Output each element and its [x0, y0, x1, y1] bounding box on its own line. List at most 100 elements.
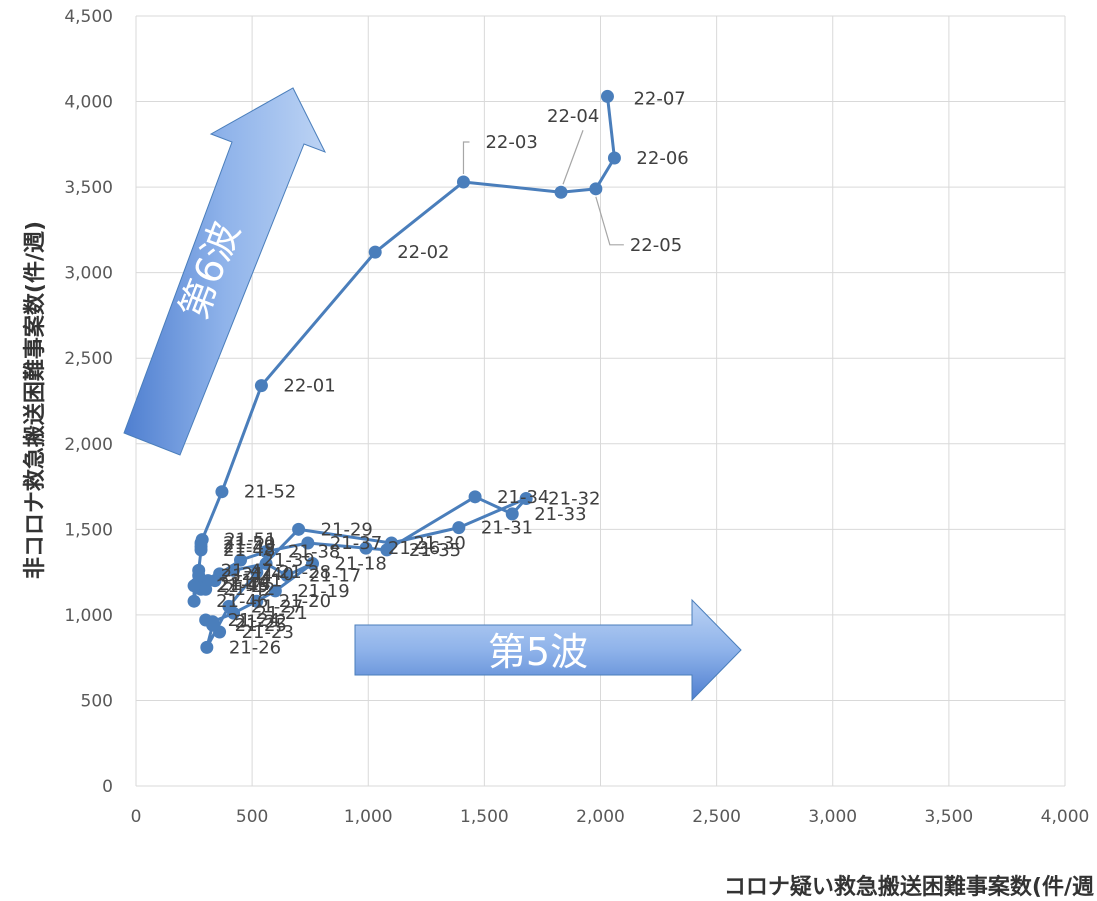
point-label: 21-29 — [321, 519, 373, 540]
wave5-arrow: 第5波 — [354, 598, 742, 702]
x-tick-label: 3,000 — [808, 807, 857, 827]
point-label: 21-37 — [330, 533, 382, 554]
data-point — [301, 536, 315, 550]
point-label: 21-17 — [309, 566, 361, 587]
data-point — [468, 490, 482, 504]
y-tick-label: 4,500 — [64, 7, 113, 27]
data-point — [234, 553, 248, 567]
y-axis-ticks: 0 500 1,000 1,500 2,000 2,500 3,000 3,500 4,000 4… — [64, 7, 113, 797]
y-tick-label: 2,500 — [64, 349, 113, 369]
data-point — [280, 569, 294, 583]
data-point — [227, 563, 241, 577]
point-label: 21-22 — [235, 612, 287, 633]
data-point — [259, 557, 273, 571]
point-label: 22-01 — [283, 376, 335, 397]
point-label: 21-30 — [413, 533, 465, 554]
x-tick-label: 0 — [131, 807, 142, 827]
data-point — [250, 594, 264, 608]
point-label: 21-46 — [216, 591, 268, 612]
data-point — [292, 522, 306, 536]
x-tick-label: 2,000 — [576, 807, 625, 827]
data-point — [505, 507, 519, 521]
point-label: 21-34 — [497, 487, 549, 508]
y-tick-label: 2,000 — [64, 435, 113, 455]
leader-line — [562, 130, 584, 185]
data-point — [359, 541, 373, 555]
data-point — [215, 485, 229, 499]
point-label: 21-47 — [221, 560, 273, 581]
point-label: 22-03 — [485, 132, 537, 153]
point-label: 21-32 — [548, 489, 600, 510]
point-label: 21-31 — [481, 518, 533, 539]
point-label: 21-38 — [288, 542, 340, 563]
y-tick-label: 3,000 — [64, 264, 113, 284]
point-label: 21-18 — [335, 554, 387, 575]
data-point — [254, 379, 268, 393]
data-point — [368, 245, 382, 259]
leader-line — [462, 141, 470, 174]
x-axis-ticks: 0 500 1,000 1,500 2,000 2,500 3,000 3,500 4,000 — [131, 807, 1090, 827]
x-tick-label: 3,500 — [925, 807, 974, 827]
y-tick-label: 500 — [81, 691, 113, 711]
point-label: 21-28 — [279, 562, 331, 583]
data-point — [259, 545, 273, 559]
y-tick-label: 0 — [102, 777, 113, 797]
wave6-arrow: 第6波 — [123, 87, 327, 456]
data-point — [195, 533, 209, 547]
x-tick-label: 1,000 — [344, 807, 393, 827]
point-label: 22-06 — [636, 148, 688, 169]
point-label: 21-25 — [235, 615, 287, 636]
data-point — [380, 543, 394, 557]
point-label: 21-14 — [218, 574, 270, 595]
point-label: 21-21 — [256, 603, 308, 624]
point-label: 21-26 — [229, 637, 281, 658]
point-label: 21-35 — [409, 540, 461, 561]
point-label: 22-05 — [630, 235, 682, 256]
y-axis-title: 非コロナ救急搬送困難事案数(件/週) — [22, 221, 48, 579]
x-tick-label: 500 — [236, 807, 268, 827]
point-label: 22-04 — [547, 106, 599, 127]
point-label: 21-50 — [223, 533, 275, 554]
data-point — [187, 579, 201, 593]
x-tick-label: 2,500 — [692, 807, 741, 827]
x-axis-title: コロナ疑い救急搬送困難事案数(件/週 — [724, 874, 1094, 900]
data-point — [456, 175, 470, 189]
data-point — [268, 584, 282, 598]
point-label: 22-07 — [633, 88, 685, 109]
y-tick-label: 4,000 — [64, 93, 113, 113]
point-label: 21-27 — [251, 596, 303, 617]
y-tick-label: 1,000 — [64, 606, 113, 626]
data-point — [554, 185, 568, 199]
point-label: 21-40 — [242, 564, 294, 585]
point-label: 22-02 — [397, 242, 449, 263]
x-tick-label: 1,500 — [460, 807, 509, 827]
y-tick-label: 3,500 — [64, 178, 113, 198]
point-label: 21-44 — [221, 566, 273, 587]
data-point — [213, 567, 227, 581]
point-label: 21-39 — [263, 550, 315, 571]
point-label: 21-23 — [242, 622, 294, 643]
point-label: 21-49 — [223, 536, 275, 557]
point-label: 21-41 — [230, 571, 282, 592]
leader-line — [595, 196, 624, 246]
data-point — [192, 563, 206, 577]
data-point — [519, 492, 533, 506]
point-label: 21-51 — [224, 530, 276, 551]
x-tick-label: 4,000 — [1041, 807, 1090, 827]
point-label: 21-43 — [218, 574, 270, 595]
point-label: 21-19 — [297, 581, 349, 602]
y-tick-label: 1,500 — [64, 520, 113, 540]
leader-lines — [462, 130, 624, 246]
data-point — [589, 182, 603, 196]
data-series — [187, 89, 621, 654]
data-point — [200, 640, 214, 654]
point-label: 21-52 — [244, 482, 296, 503]
data-point — [306, 557, 320, 571]
wave5-label: 第5波 — [488, 630, 588, 674]
data-point — [222, 599, 236, 613]
point-label: 21-48 — [223, 540, 275, 561]
point-label: 21-24 — [228, 610, 280, 631]
data-point — [607, 151, 621, 165]
